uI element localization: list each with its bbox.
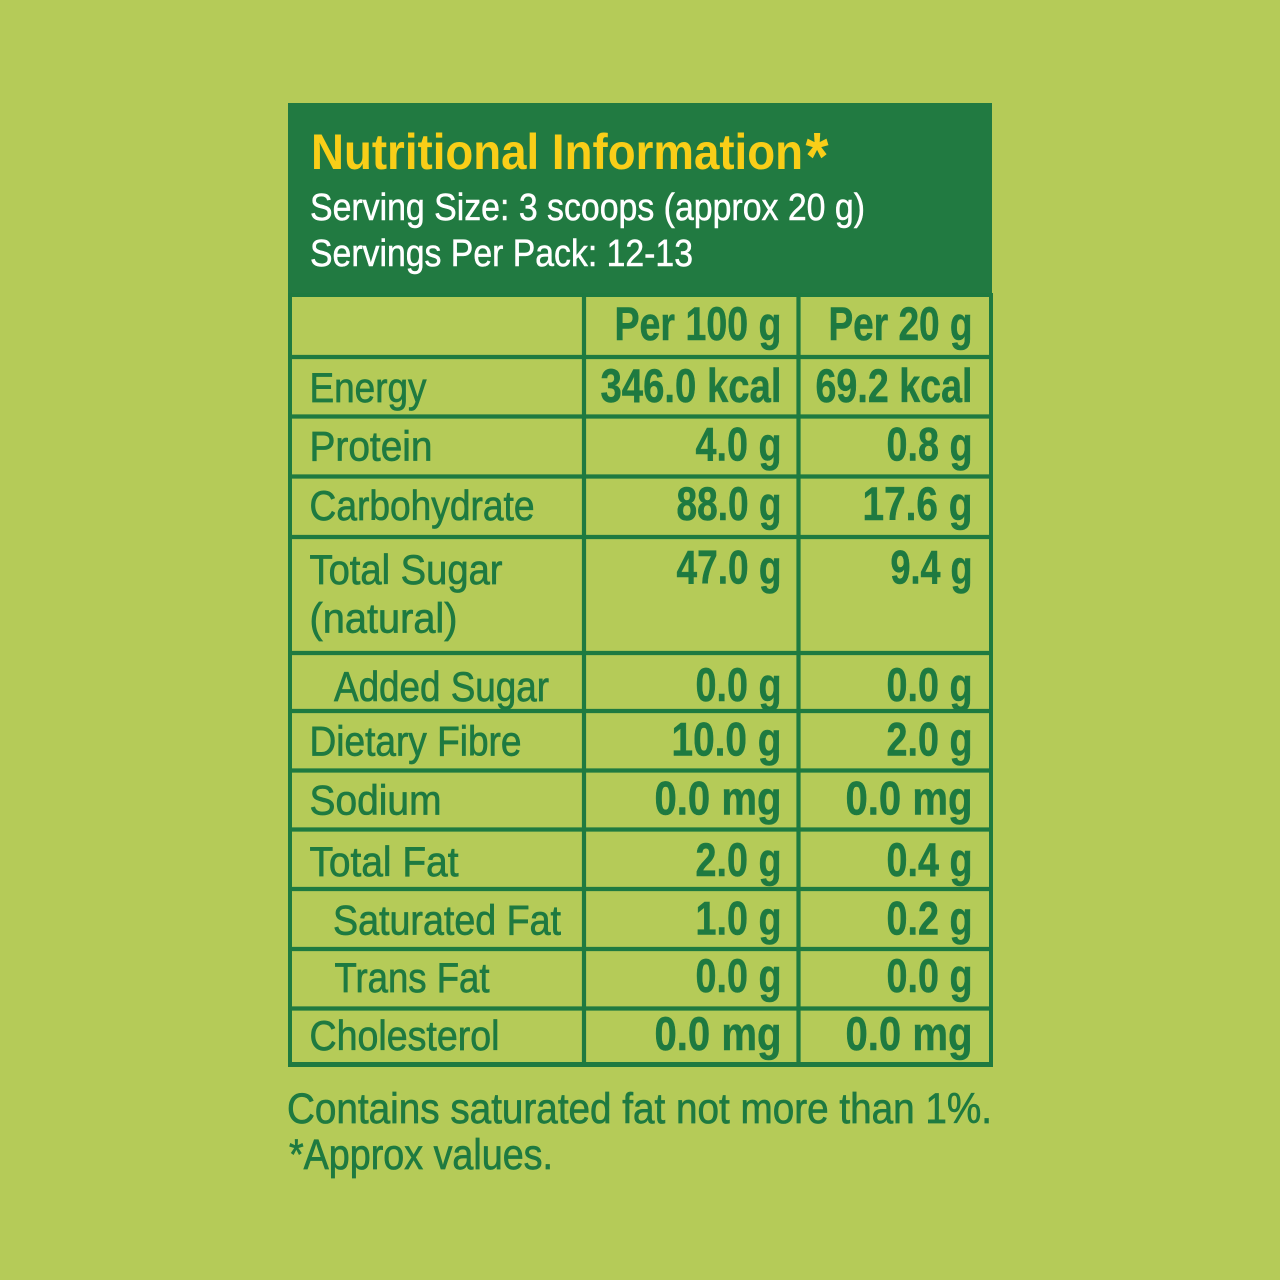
svg-text:0.0 mg: 0.0 mg (655, 1007, 782, 1060)
svg-text:0.0 g: 0.0 g (696, 658, 782, 711)
svg-text:Nutritional Information: Nutritional Information (311, 124, 803, 180)
svg-text:47.0 g: 47.0 g (677, 541, 782, 594)
svg-text:Serving Size: 3 scoops (approx: Serving Size: 3 scoops (approx 20 g) (310, 187, 865, 229)
svg-text:Per 20 g: Per 20 g (829, 297, 973, 350)
svg-text:346.0 kcal: 346.0 kcal (601, 359, 782, 412)
svg-text:Energy: Energy (310, 364, 427, 411)
svg-text:17.6 g: 17.6 g (863, 477, 973, 530)
svg-text:0.0 mg: 0.0 mg (846, 1007, 973, 1060)
svg-text:0.0 mg: 0.0 mg (846, 772, 973, 825)
svg-text:Sodium: Sodium (310, 777, 442, 824)
svg-text:(natural): (natural) (310, 595, 458, 642)
svg-text:0.0 g: 0.0 g (887, 949, 973, 1002)
svg-text:9.4 g: 9.4 g (891, 541, 973, 594)
svg-text:0.0 mg: 0.0 mg (655, 772, 782, 825)
svg-text:*Approx values.: *Approx values. (289, 1131, 553, 1179)
svg-text:2.0 g: 2.0 g (696, 833, 782, 886)
svg-text:Cholesterol: Cholesterol (310, 1012, 500, 1059)
svg-text:0.2 g: 0.2 g (887, 892, 973, 945)
svg-text:Per 100 g: Per 100 g (615, 297, 782, 350)
svg-text:Total Sugar: Total Sugar (310, 546, 503, 593)
svg-text:Trans Fat: Trans Fat (335, 954, 490, 1001)
svg-text:2.0 g: 2.0 g (887, 713, 973, 766)
svg-text:4.0 g: 4.0 g (696, 418, 782, 471)
svg-text:69.2 kcal: 69.2 kcal (816, 359, 973, 412)
svg-text:Protein: Protein (310, 423, 433, 470)
svg-text:1.0 g: 1.0 g (696, 892, 782, 945)
svg-text:0.0 g: 0.0 g (887, 658, 973, 711)
svg-text:Saturated Fat: Saturated Fat (333, 897, 561, 944)
svg-text:88.0 g: 88.0 g (677, 477, 782, 530)
svg-text:Carbohydrate: Carbohydrate (310, 482, 535, 529)
svg-text:0.0 g: 0.0 g (696, 949, 782, 1002)
svg-text:10.0 g: 10.0 g (672, 713, 782, 766)
svg-text:Added Sugar: Added Sugar (334, 663, 549, 710)
svg-text:Contains saturated fat not mor: Contains saturated fat not more than 1%. (287, 1085, 992, 1133)
svg-text:*: * (806, 119, 829, 195)
svg-text:0.4 g: 0.4 g (887, 833, 973, 886)
svg-text:0.8 g: 0.8 g (887, 418, 973, 471)
svg-text:Dietary Fibre: Dietary Fibre (310, 718, 522, 765)
svg-text:Servings Per Pack: 12-13: Servings Per Pack: 12-13 (310, 233, 693, 275)
svg-text:Total Fat: Total Fat (310, 838, 459, 885)
